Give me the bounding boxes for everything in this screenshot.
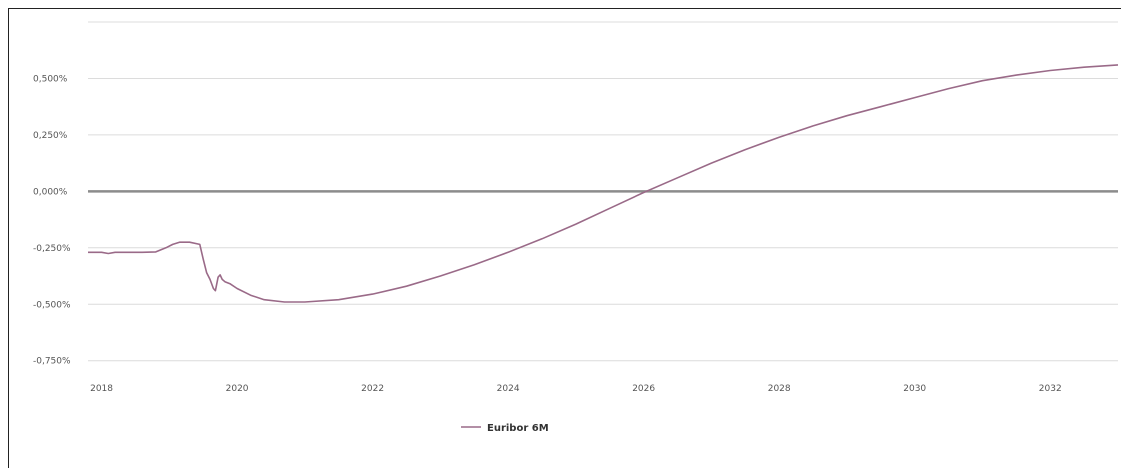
y-tick-label: -0,500% bbox=[33, 300, 71, 310]
y-tick-label: 0,250% bbox=[33, 131, 68, 141]
x-tick-label: 2022 bbox=[361, 384, 384, 394]
x-tick-label: 2018 bbox=[90, 384, 113, 394]
legend[interactable]: Euribor 6M bbox=[461, 423, 549, 434]
x-tick-label: 2028 bbox=[768, 384, 791, 394]
x-tick-label: 2024 bbox=[497, 384, 520, 394]
y-tick-label: 0,000% bbox=[33, 187, 68, 197]
y-axis-tick-labels: 0,500% 0,250% 0,000% -0,250% -0,500% -0,750% bbox=[33, 74, 71, 366]
series-layer bbox=[88, 64, 1119, 303]
x-axis-tick-labels: 2018 2020 2022 2024 2026 2028 2030 2032 bbox=[90, 384, 1062, 394]
y-tick-label: 0,500% bbox=[33, 74, 68, 84]
y-tick-label: -0,750% bbox=[33, 357, 71, 367]
x-tick-label: 2030 bbox=[903, 384, 926, 394]
series-line-euribor-6m[interactable] bbox=[88, 64, 1119, 303]
x-tick-label: 2020 bbox=[226, 384, 249, 394]
x-tick-label: 2032 bbox=[1039, 384, 1062, 394]
line-chart: 0,500%0,250%0,000%-0,250%-0,500%-0,750% … bbox=[33, 21, 1119, 434]
legend-label-euribor-6m: Euribor 6M bbox=[487, 423, 549, 434]
gridlines bbox=[88, 21, 1118, 362]
x-tick-label: 2026 bbox=[632, 384, 655, 394]
chart-frame bbox=[8, 8, 1121, 468]
y-tick-label: -0,250% bbox=[33, 244, 71, 254]
